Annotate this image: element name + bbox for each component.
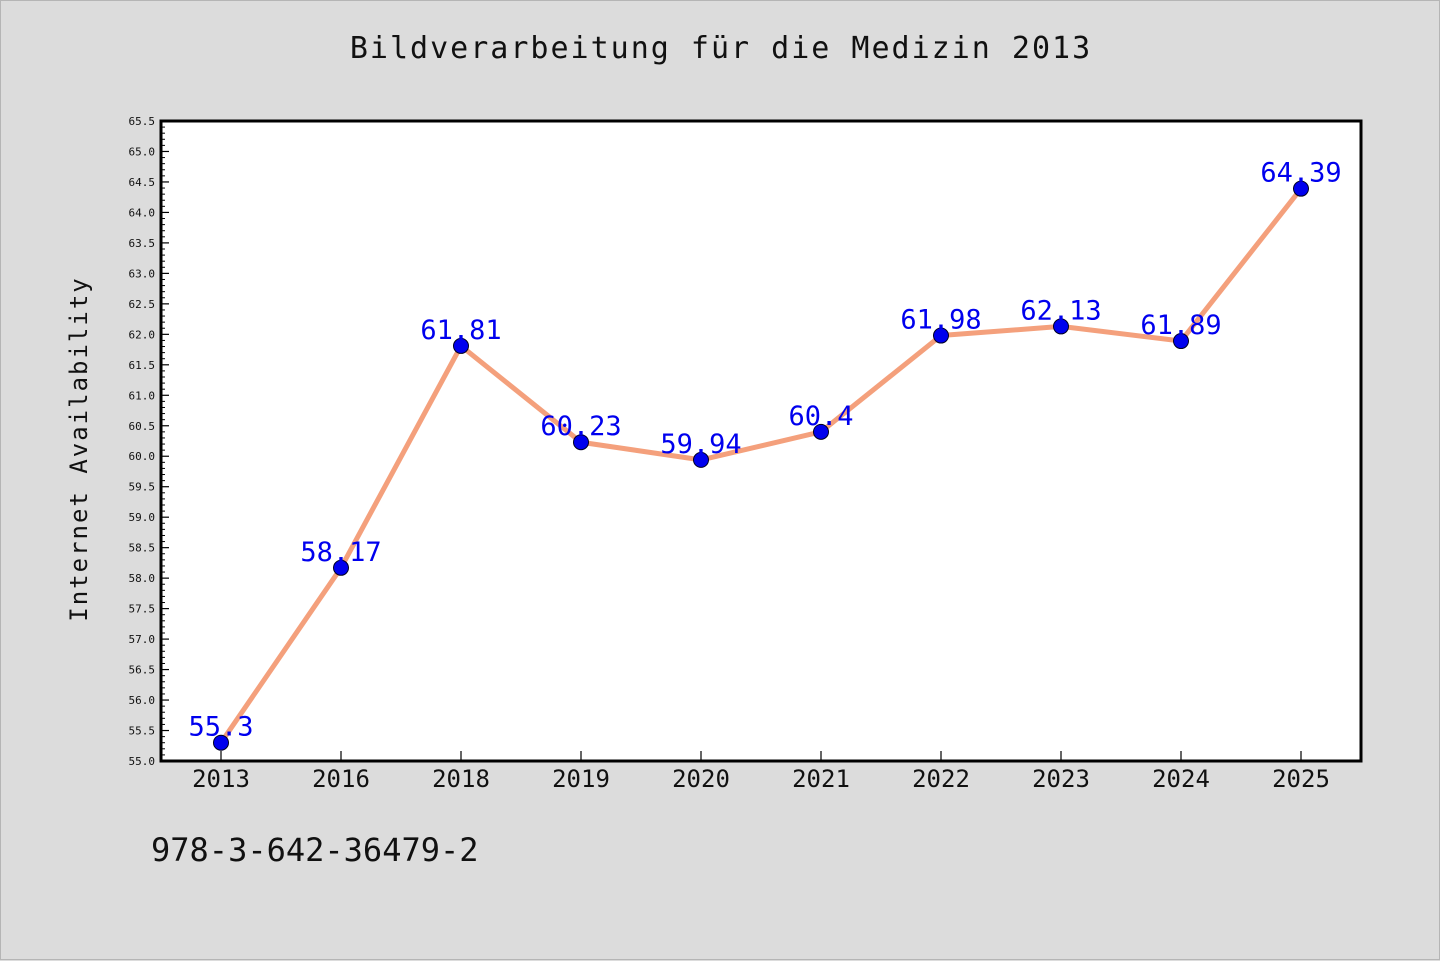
x-tick-label: 2024 [1152, 765, 1210, 793]
data-label: 61.89 [1140, 310, 1221, 341]
y-tick-label: 59.5 [129, 481, 156, 494]
data-label: 64.39 [1260, 158, 1341, 189]
y-tick-label: 64.5 [129, 176, 156, 189]
y-tick-label: 64.0 [129, 206, 156, 219]
data-label: 60.4 [788, 401, 853, 432]
data-label: 55.3 [188, 712, 253, 743]
isbn-footer: 978-3-642-36479-2 [151, 831, 479, 869]
y-tick-label: 55.5 [129, 725, 156, 738]
y-tick-label: 60.5 [129, 420, 156, 433]
data-point [573, 434, 589, 451]
x-tick-label: 2023 [1032, 765, 1090, 793]
y-tick-label: 58.0 [129, 572, 156, 585]
x-tick-label: 2021 [792, 765, 850, 793]
x-tick-label: 2019 [552, 765, 610, 793]
chart-title: Bildverarbeitung für die Medizin 2013 [349, 31, 1093, 66]
y-tick-label: 62.5 [129, 298, 156, 311]
y-axis-label: Internet Availability [65, 276, 93, 621]
x-tick-label: 2020 [672, 765, 730, 793]
y-tick-label: 61.0 [129, 389, 156, 402]
x-tick-label: 2025 [1272, 765, 1330, 793]
data-point [213, 734, 229, 751]
y-tick-label: 59.0 [129, 511, 156, 524]
y-tick-label: 65.0 [129, 145, 156, 158]
data-point [1293, 180, 1309, 197]
y-tick-label: 60.0 [129, 450, 156, 463]
data-label: 58.17 [300, 537, 381, 568]
data-label: 60.23 [540, 411, 621, 442]
y-tick-label: 57.5 [129, 603, 156, 616]
y-axis: 55.0 55.5 56.0 56.5 57.0 57.5 58.0 58.5 59.0 59.5… [129, 115, 169, 768]
x-axis: 2013 2016 2018 2019 2020 2021 2022 2023 2024 2025 [192, 751, 1330, 793]
data-point [1173, 333, 1189, 350]
y-tick-label: 65.5 [129, 115, 156, 128]
x-tick-label: 2013 [192, 765, 250, 793]
y-tick-label: 58.5 [129, 542, 156, 555]
series-group: 55.3 58.17 61.81 60.23 59.94 60.4 61.98 62.13 61… [188, 158, 1342, 751]
data-label: 62.13 [1020, 295, 1101, 326]
x-tick-label: 2022 [912, 765, 970, 793]
y-tick-label: 63.5 [129, 237, 156, 250]
data-label: 61.98 [900, 305, 981, 336]
y-tick-label: 55.0 [129, 755, 156, 768]
data-label: 59.94 [660, 429, 741, 460]
y-tick-label: 62.0 [129, 328, 156, 341]
data-point [1053, 318, 1069, 335]
series-line [218, 186, 1304, 746]
data-label: 61.81 [420, 315, 501, 346]
data-point [693, 451, 709, 468]
data-point [453, 337, 469, 354]
y-tick-label: 63.0 [129, 267, 156, 280]
y-tick-label: 56.5 [129, 664, 156, 677]
data-point [333, 559, 349, 576]
y-tick-label: 56.0 [129, 694, 156, 707]
data-point [813, 423, 829, 440]
plot-area [159, 119, 1363, 763]
data-point [933, 327, 949, 344]
y-tick-label: 61.5 [129, 359, 156, 372]
x-tick-label: 2016 [312, 765, 370, 793]
x-tick-label: 2018 [432, 765, 490, 793]
y-tick-label: 57.0 [129, 633, 156, 646]
